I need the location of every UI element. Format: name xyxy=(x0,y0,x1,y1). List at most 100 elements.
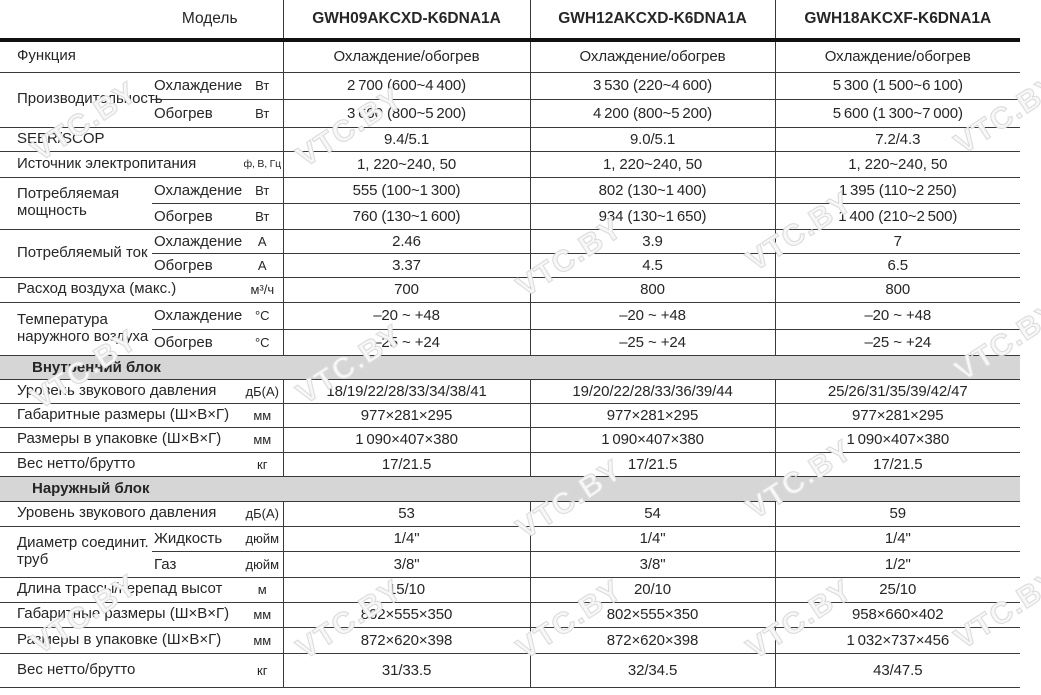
spec-value: 958×660×402 xyxy=(775,602,1021,628)
model-header-row: Модель GWH09AKCXD-K6DNA1A GWH12AKCXD-K6D… xyxy=(0,0,1021,42)
spec-value: 18/19/22/28/33/34/38/41 xyxy=(283,379,531,404)
spec-row-label: Длина трассы/перепад высот xyxy=(0,577,242,603)
table-row: Потребляемая мощность Охлаждение Вт 555 … xyxy=(0,177,1021,230)
section-row: Внутренний блок xyxy=(0,355,1021,380)
spec-value: 760 (130~1 600) xyxy=(283,203,531,230)
table-row: Потребляемый ток Охлаждение А 2.46 3.9 7 xyxy=(0,229,1021,278)
spec-value: 4.5 xyxy=(530,253,776,278)
spec-row-label: Диаметр соединит. труб xyxy=(0,526,152,578)
spec-value: 802×555×350 xyxy=(283,602,531,628)
model-name: GWH18AKCXF-K6DNA1A xyxy=(775,0,1021,42)
spec-value: 1 090×407×380 xyxy=(775,427,1021,453)
spec-value: 872×620×398 xyxy=(530,627,776,654)
spec-value: 32/34.5 xyxy=(530,653,776,688)
spec-value: Охлаждение/обогрев xyxy=(283,40,531,73)
table-row: SEER/SCOP 9.4/5.1 9.0/5.1 7.2/4.3 xyxy=(0,127,1021,152)
spec-value: 31/33.5 xyxy=(283,653,531,688)
spec-value: 17/21.5 xyxy=(283,452,531,477)
spec-row-label: Уровень звукового давления xyxy=(0,379,242,404)
spec-value: 5 300 (1 500~6 100) xyxy=(775,72,1021,100)
spec-value: 9.4/5.1 xyxy=(283,127,531,152)
spec-value: 1 400 (210~2 500) xyxy=(775,203,1021,230)
spec-value: –20 ~ +48 xyxy=(530,302,776,330)
table-row: Газ дюйм 3/8" 3/8" 1/2" xyxy=(0,551,1021,578)
table-row: Расход воздуха (макс.) м³/ч 700 800 800 xyxy=(0,277,1021,303)
model-name: GWH09AKCXD-K6DNA1A xyxy=(283,0,531,42)
spec-row-label: Потребляемая мощность xyxy=(0,177,152,230)
spec-value: 59 xyxy=(775,501,1021,527)
table-row: Габаритные размеры (Ш×В×Г) мм 977×281×29… xyxy=(0,403,1021,428)
spec-value: 872×620×398 xyxy=(283,627,531,654)
table-row: Диаметр соединит. труб Жидкость дюйм 1/4… xyxy=(0,526,1021,578)
spec-value: 800 xyxy=(530,277,776,303)
spec-value: Охлаждение/обогрев xyxy=(775,40,1021,73)
table-row: Длина трассы/перепад высот м 15/10 20/10… xyxy=(0,577,1021,603)
spec-value: –25 ~ +24 xyxy=(530,329,776,356)
spec-sub-label: Охлаждение xyxy=(152,72,242,100)
spec-sub-label: Газ xyxy=(152,551,242,578)
unit-label: дБ(А) xyxy=(242,501,284,527)
spec-value: 1/2" xyxy=(775,551,1021,578)
unit-label: Вт xyxy=(242,72,284,100)
spec-sub-label: Охлаждение xyxy=(152,302,242,330)
spec-value: 802 (130~1 400) xyxy=(530,177,776,204)
spec-row-label: SEER/SCOP xyxy=(0,127,242,152)
spec-value: 5 600 (1 300~7 000) xyxy=(775,99,1021,128)
spec-row-label: Размеры в упаковке (Ш×В×Г) xyxy=(0,427,242,453)
spec-value: 6.5 xyxy=(775,253,1021,278)
spec-value: 53 xyxy=(283,501,531,527)
spec-value: 7.2/4.3 xyxy=(775,127,1021,152)
spec-value: 802×555×350 xyxy=(530,602,776,628)
spec-sub-label: Обогрев xyxy=(152,329,242,356)
unit-label: °С xyxy=(242,329,284,356)
spec-value: 43/47.5 xyxy=(775,653,1021,688)
spec-value: 1 395 (110~2 250) xyxy=(775,177,1021,204)
table-row: Габаритные размеры (Ш×В×Г) мм 802×555×35… xyxy=(0,602,1021,628)
section-row: Наружный блок xyxy=(0,476,1021,502)
spec-value: 17/21.5 xyxy=(775,452,1021,477)
spec-value: 700 xyxy=(283,277,531,303)
unit-label: °С xyxy=(242,302,284,330)
spec-value: 1, 220~240, 50 xyxy=(775,151,1021,178)
spec-value: 9.0/5.1 xyxy=(530,127,776,152)
spec-value: 3/8" xyxy=(283,551,531,578)
unit-label xyxy=(242,127,284,152)
spec-value: 1/4" xyxy=(775,526,1021,552)
spec-value: –25 ~ +24 xyxy=(283,329,531,356)
spec-value: 1, 220~240, 50 xyxy=(530,151,776,178)
unit-label: Вт xyxy=(242,99,284,128)
spec-row-label: Габаритные размеры (Ш×В×Г) xyxy=(0,403,242,428)
table-row: Источник электропитания ф, В, Гц 1, 220~… xyxy=(0,151,1021,178)
unit-label: А xyxy=(242,229,284,254)
model-name: GWH12AKCXD-K6DNA1A xyxy=(530,0,776,42)
section-header-outdoor: Наружный блок xyxy=(0,476,1021,502)
spec-row-label: Температура наружного воздуха xyxy=(0,302,152,356)
spec-value: –20 ~ +48 xyxy=(775,302,1021,330)
spec-value: 25/26/31/35/39/42/47 xyxy=(775,379,1021,404)
spec-value: Охлаждение/обогрев xyxy=(530,40,776,73)
unit-label: мм xyxy=(242,427,284,453)
unit-label: Вт xyxy=(242,203,284,230)
unit-label: кг xyxy=(242,653,284,688)
spec-value: 3.37 xyxy=(283,253,531,278)
spec-sub-label: Жидкость xyxy=(152,526,242,552)
unit-label: мм xyxy=(242,627,284,654)
spec-value: –25 ~ +24 xyxy=(775,329,1021,356)
table-row: Уровень звукового давления дБ(А) 18/19/2… xyxy=(0,379,1021,404)
spec-row-label: Производительность xyxy=(0,72,163,128)
unit-label xyxy=(242,40,284,73)
spec-sub-label: Обогрев xyxy=(152,253,242,278)
spec-value: 1, 220~240, 50 xyxy=(283,151,531,178)
unit-label: мм xyxy=(242,403,284,428)
table-row: Обогрев А 3.37 4.5 6.5 xyxy=(0,253,1021,278)
unit-label: дБ(А) xyxy=(242,379,284,404)
spec-row-label: Расход воздуха (макс.) xyxy=(0,277,242,303)
table-row: Вес нетто/брутто кг 31/33.5 32/34.5 43/4… xyxy=(0,653,1021,688)
table-row: Уровень звукового давления дБ(А) 53 54 5… xyxy=(0,501,1021,527)
spec-value: 800 xyxy=(775,277,1021,303)
spec-value: 25/10 xyxy=(775,577,1021,603)
spec-value: 1 090×407×380 xyxy=(283,427,531,453)
spec-row-label: Потребляемый ток xyxy=(0,229,152,278)
spec-row-label: Размеры в упаковке (Ш×В×Г) xyxy=(0,627,242,654)
table-row: Функция Охлаждение/обогрев Охлаждение/об… xyxy=(0,40,1021,73)
